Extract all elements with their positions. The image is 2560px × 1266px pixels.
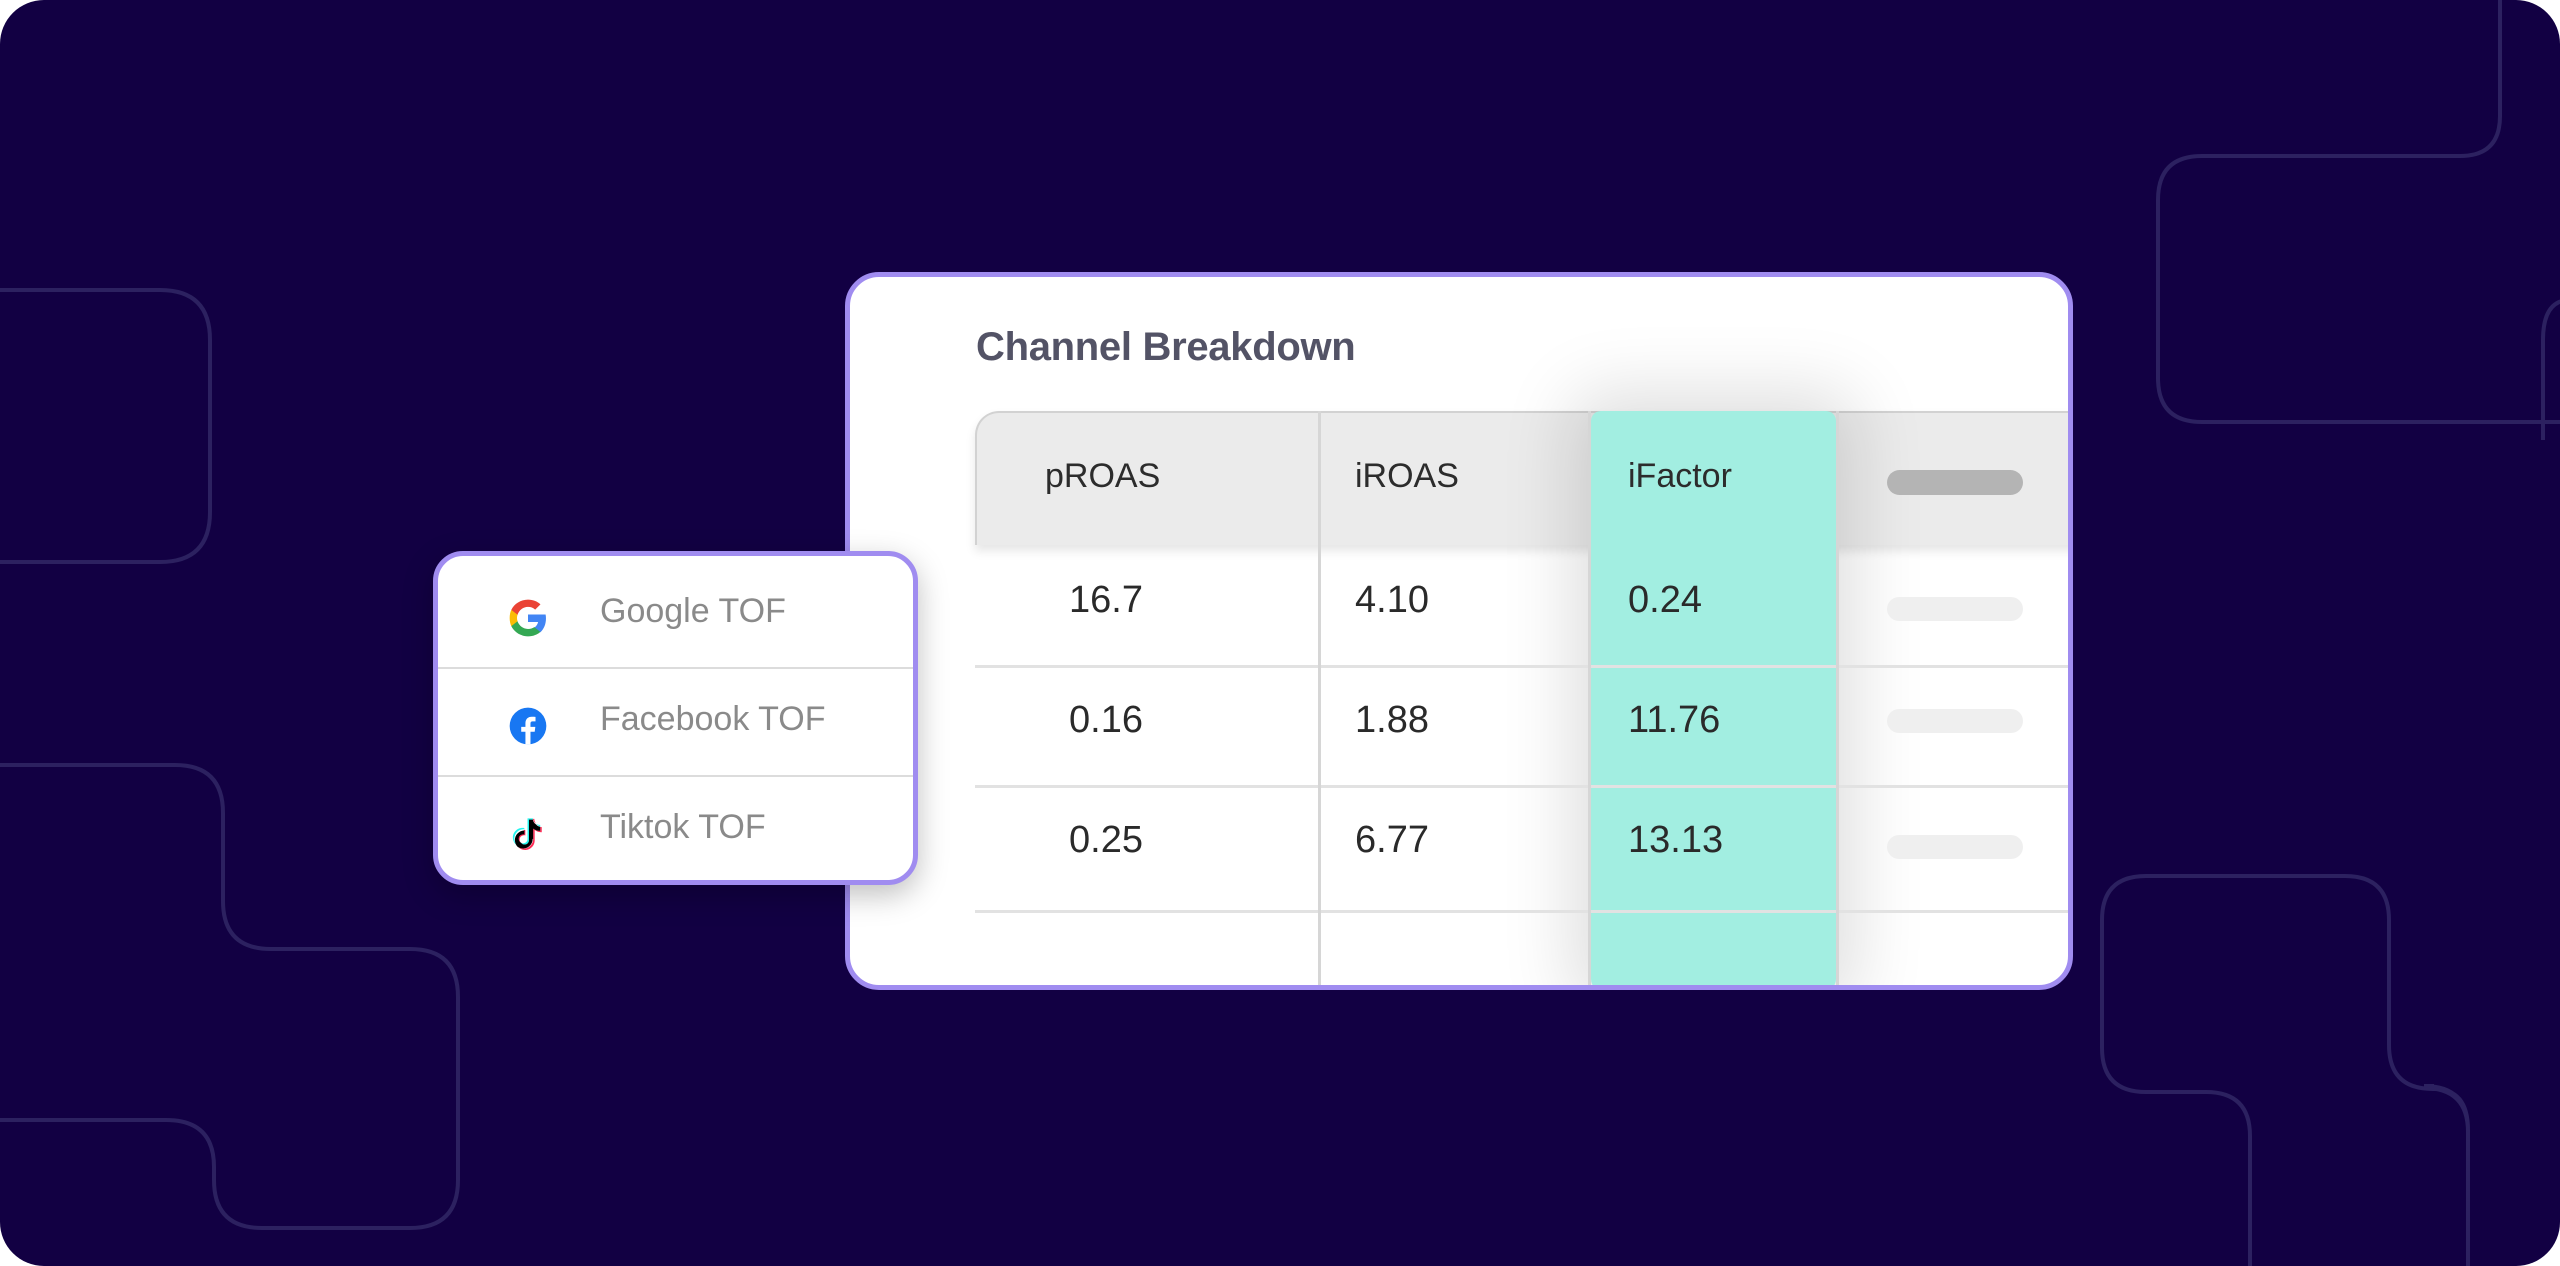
list-item-label: Facebook TOF (600, 700, 826, 738)
cell-proas: 0.16 (1069, 699, 1143, 741)
list-divider (438, 667, 913, 669)
row-divider (975, 785, 2068, 788)
column-divider (1318, 411, 1321, 985)
column-header-ifactor: iFactor (1628, 457, 1732, 495)
cell-proas: 0.25 (1069, 819, 1143, 861)
row-divider (975, 665, 2068, 668)
cell-placeholder-pill (1887, 709, 2023, 733)
cell-placeholder-pill (1887, 597, 2023, 621)
list-item-label: Google TOF (600, 592, 786, 630)
cell-ifactor: 0.24 (1628, 579, 1702, 621)
header-placeholder-pill (1887, 470, 2023, 495)
column-header-iroas: iROAS (1355, 457, 1459, 495)
deco-outline-right-edge (2541, 299, 2560, 440)
list-item-google[interactable]: Google TOF (438, 556, 913, 662)
list-item-tiktok[interactable]: Tiktok TOF (438, 776, 913, 880)
cell-placeholder-pill (1887, 835, 2023, 859)
channel-breakdown-card: Channel Breakdown pROAS iROAS iFactor 16… (845, 272, 2073, 990)
column-header-proas: pROAS (1045, 457, 1161, 495)
cell-ifactor: 11.76 (1628, 699, 1721, 741)
column-divider (1836, 411, 1839, 985)
cell-iroas: 1.88 (1355, 699, 1429, 741)
list-item-label: Tiktok TOF (600, 808, 766, 846)
channel-list-card: Google TOF Facebook TOF Tiktok TOF (433, 551, 918, 885)
deco-outline-right-bottom (2100, 874, 2470, 1266)
cell-ifactor: 13.13 (1628, 819, 1724, 861)
card-title: Channel Breakdown (976, 325, 1356, 369)
table-header (975, 411, 2068, 545)
deco-outline-right-top (2156, 0, 2560, 424)
cell-iroas: 6.77 (1355, 819, 1429, 861)
breakdown-table: pROAS iROAS iFactor 16.7 4.10 0.24 0.16 … (975, 411, 2068, 985)
ifactor-column-highlight (1591, 411, 1836, 985)
facebook-icon (509, 707, 547, 745)
tiktok-icon (512, 818, 542, 851)
cell-proas: 16.7 (1069, 579, 1143, 621)
deco-outline-left-top (0, 288, 212, 564)
row-divider (975, 910, 2068, 913)
google-icon (509, 599, 546, 637)
list-item-facebook[interactable]: Facebook TOF (438, 668, 913, 774)
deco-outline-left-bottom (0, 763, 460, 1230)
cell-iroas: 4.10 (1355, 579, 1429, 621)
column-divider (1588, 411, 1591, 985)
list-divider (438, 775, 913, 777)
